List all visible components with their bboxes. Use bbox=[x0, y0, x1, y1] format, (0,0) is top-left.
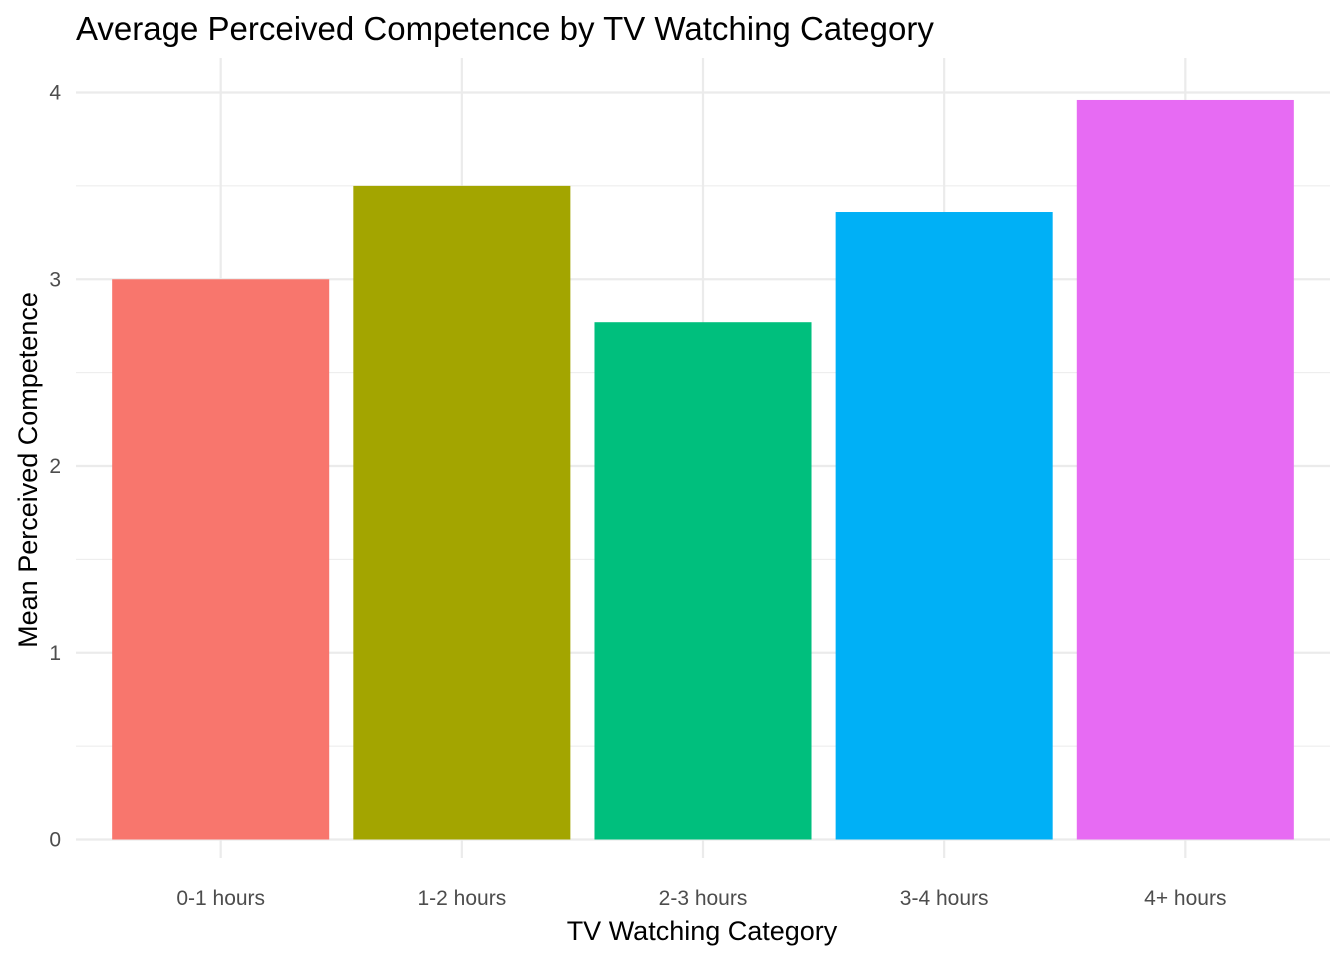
x-axis-ticks: 0-1 hours 1-2 hours 2-3 hours 3-4 hours 4+ h… bbox=[176, 887, 1226, 910]
bar bbox=[112, 279, 330, 840]
bar bbox=[594, 322, 812, 840]
x-tick-label: 0-1 hours bbox=[176, 887, 265, 910]
y-tick-label: 2 bbox=[49, 455, 61, 478]
x-tick-label: 1-2 hours bbox=[417, 887, 506, 910]
x-tick-label: 3-4 hours bbox=[900, 887, 989, 910]
y-axis-title: Mean Perceived Competence bbox=[13, 292, 43, 648]
y-axis-ticks: 0 1 2 3 4 bbox=[49, 82, 61, 852]
y-tick-label: 4 bbox=[49, 82, 61, 105]
x-axis-title: TV Watching Category bbox=[567, 916, 838, 946]
chart-title: Average Perceived Competence by TV Watch… bbox=[76, 10, 934, 47]
bar bbox=[1076, 99, 1294, 840]
y-tick-label: 1 bbox=[49, 642, 61, 665]
bar bbox=[353, 185, 571, 840]
x-tick-label: 2-3 hours bbox=[659, 887, 748, 910]
y-tick-label: 0 bbox=[49, 829, 61, 852]
y-tick-label: 3 bbox=[49, 268, 61, 291]
x-tick-label: 4+ hours bbox=[1144, 887, 1226, 910]
bar bbox=[835, 212, 1053, 840]
bars bbox=[112, 99, 1294, 840]
